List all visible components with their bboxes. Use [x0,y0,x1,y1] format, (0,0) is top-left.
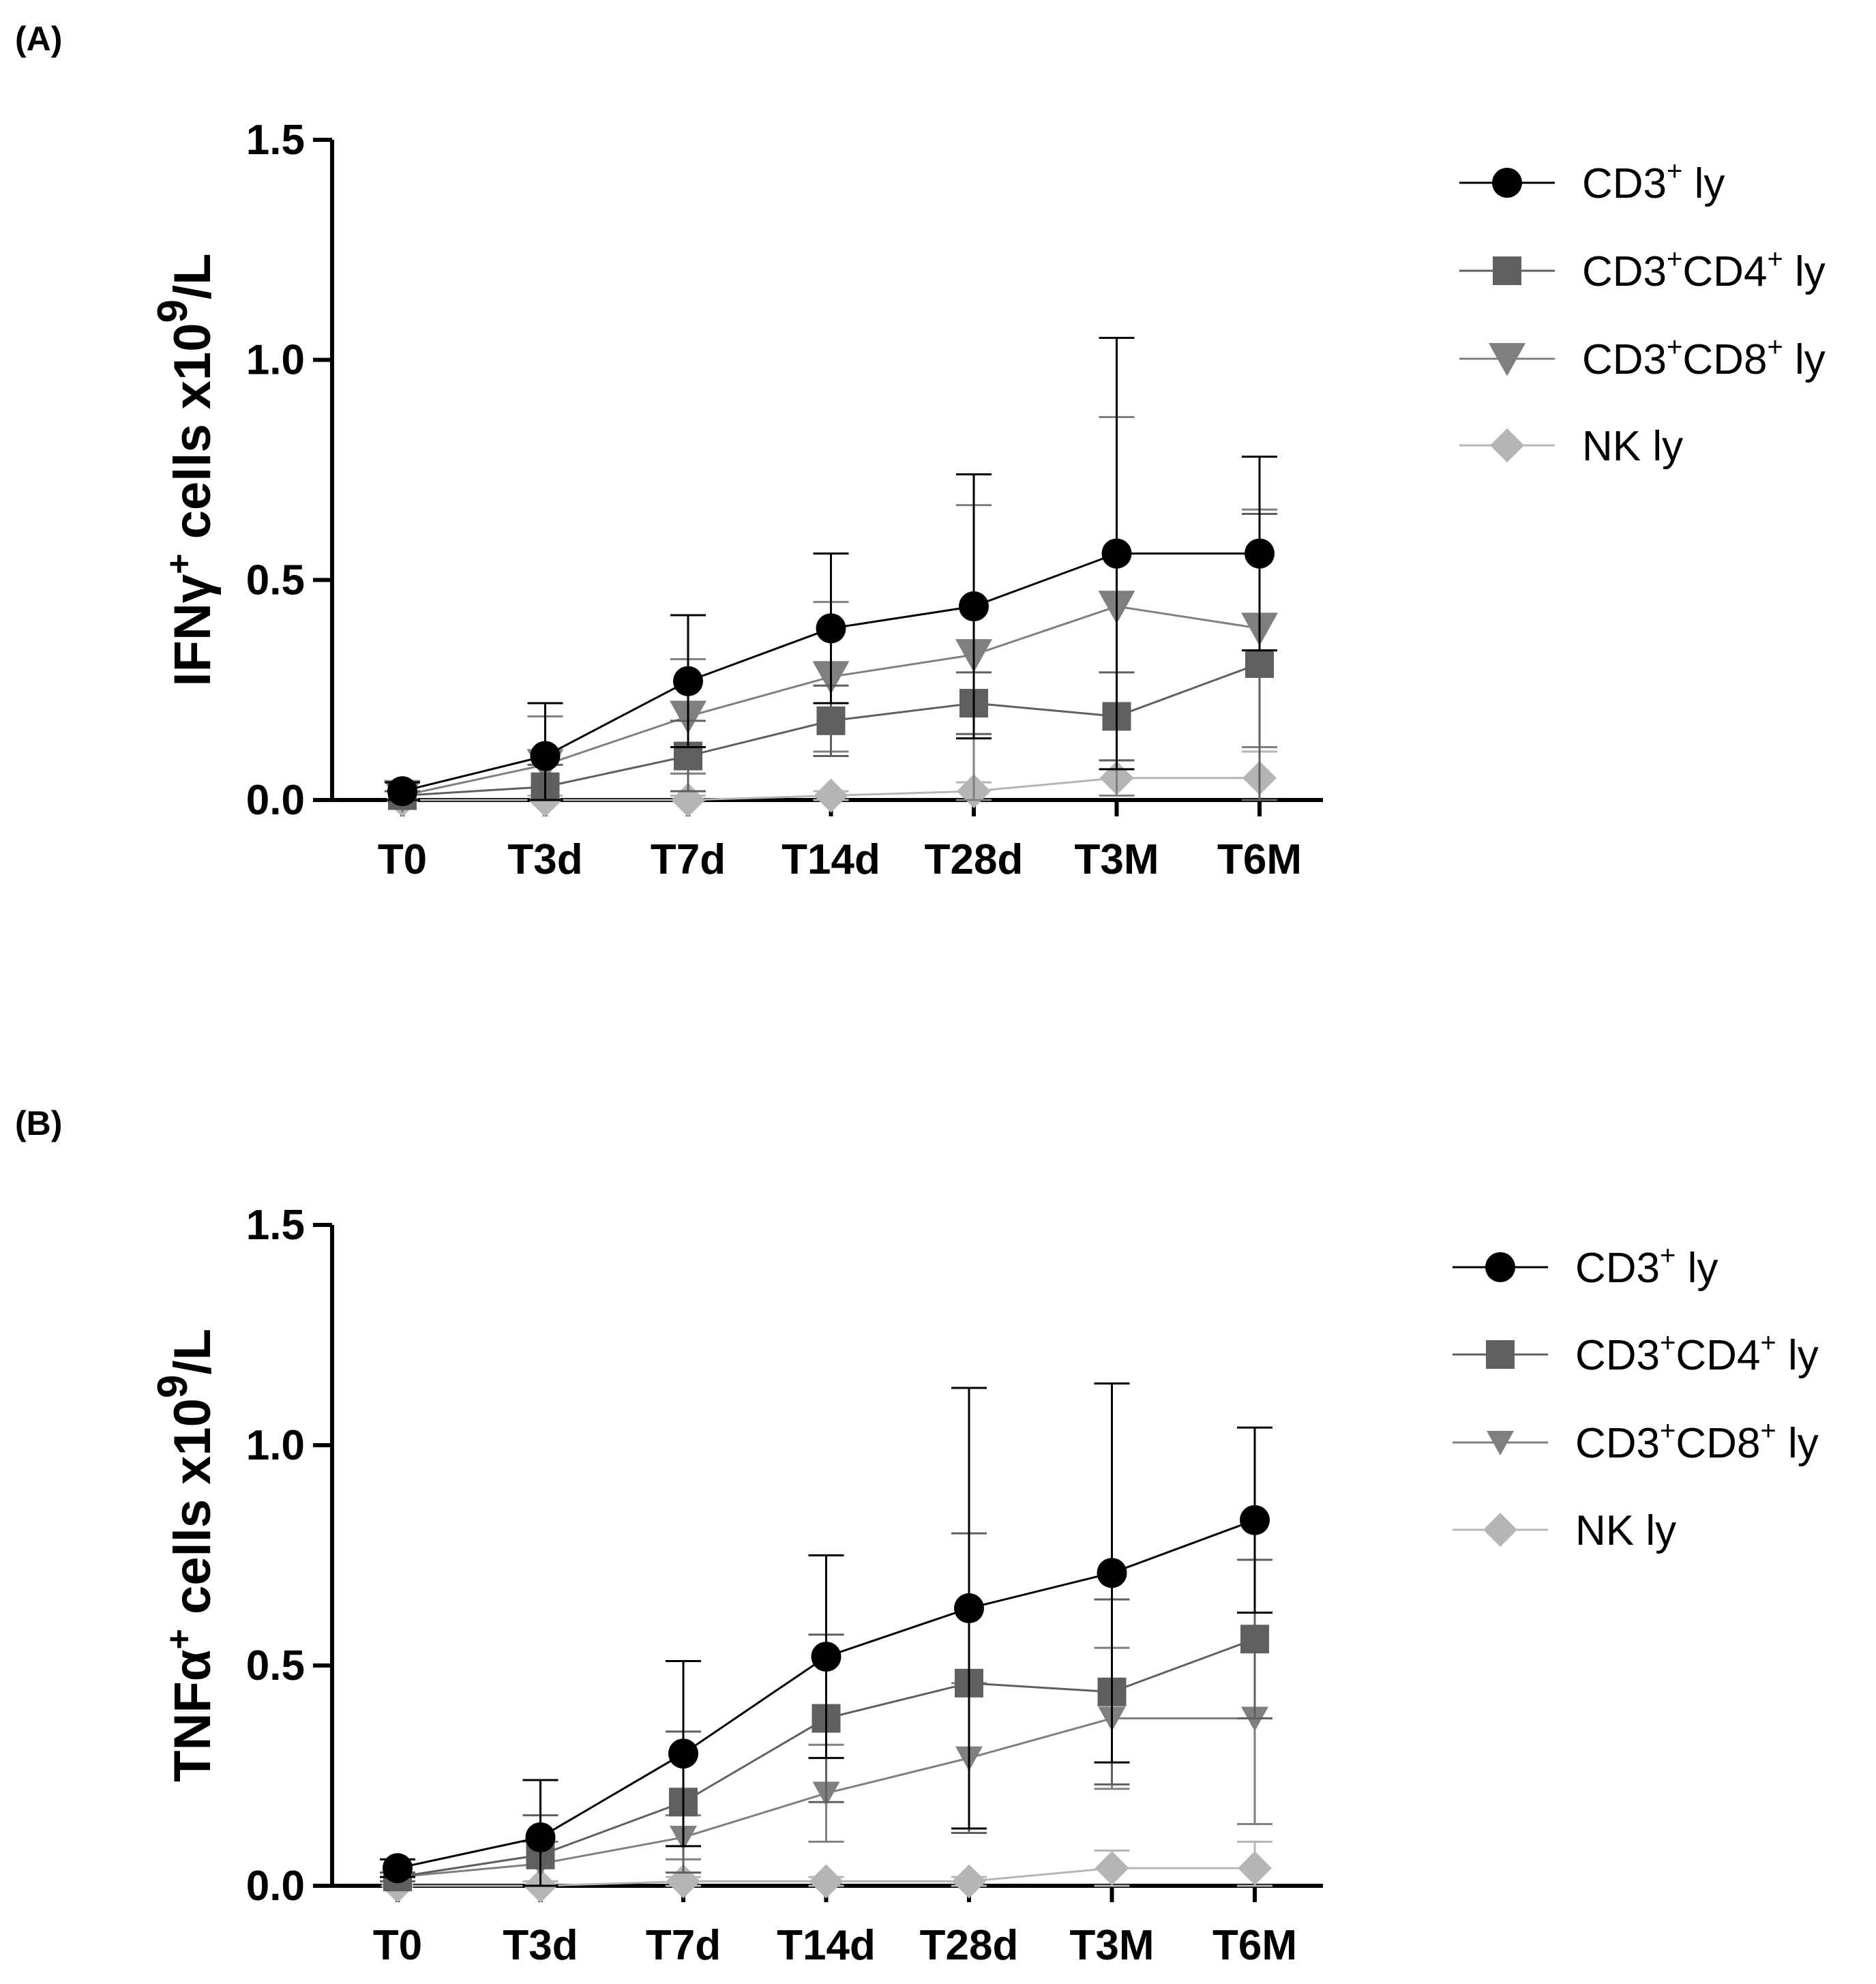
y-tick-label: 0.5 [246,1642,305,1689]
legend-label: CD3+CD8+ ly [1575,1416,1819,1467]
x-tick-label: T3M [1070,1922,1155,1969]
data-point [1095,1851,1129,1886]
series-circle [385,336,1277,807]
y-tick-label: 1.5 [246,117,305,164]
legend-marker [1483,1513,1517,1547]
x-tick-label: T0 [373,1922,422,1969]
data-point [673,666,703,696]
y-axis-label: IFNγ+ cells x109/L [149,253,222,686]
data-point [954,1593,984,1624]
x-tick-label: T0 [378,836,427,883]
y-tick-label: 0.0 [246,1863,305,1910]
x-tick-label: T14d [781,836,880,883]
y-axis-label: TNFα+ cells x109/L [149,1329,222,1782]
data-point [811,1642,842,1672]
data-point [530,741,561,771]
legend-entry: CD3+CD8+ ly [1459,332,1826,383]
legend-label: CD3+ ly [1582,156,1725,207]
chart-b: 0.0 0.5 1.0 1.5 T0 T3d T7d T14d T28d T3M T6M TNFα+ … [149,1202,1819,1969]
y-tick-label: 0.5 [246,557,305,604]
legend-marker [1486,1340,1515,1369]
data-point [959,591,989,622]
data-point [809,1864,844,1899]
legend-marker [1492,168,1522,198]
x-tick-label: T3d [507,836,582,883]
series-diamond [381,1840,1272,1903]
series-circle [380,1382,1272,1887]
legend-entry: CD3+CD4+ ly [1453,1328,1819,1379]
data-point [1240,1505,1270,1535]
x-tick-label: T28d [925,836,1024,883]
x-tick-label: T6M [1217,836,1302,883]
legend-label: NK ly [1575,1507,1676,1554]
data-point [383,1853,413,1884]
legend-label: CD3+CD8+ ly [1582,332,1826,383]
legend-marker [1490,428,1524,462]
data-point [1245,538,1275,569]
legend-entry: CD3+ ly [1459,156,1725,207]
data-point [1101,538,1132,569]
chart-a: 0.0 0.5 1.0 1.5 T0 T3d T7d T14d T28d T3M T6M IFNγ+ … [149,117,1826,883]
legend-entry: CD3+CD8+ ly [1453,1416,1819,1467]
legend-entry: CD3+ ly [1453,1241,1718,1292]
legend-label: NK ly [1582,423,1683,470]
x-tick-label: T28d [920,1922,1019,1969]
panel-label-a: (A) [15,20,63,58]
panel-label-b: (B) [15,1104,63,1142]
data-point [816,613,846,644]
legend-label: CD3+ ly [1575,1241,1718,1292]
data-point [816,706,846,735]
data-point [1238,1851,1272,1886]
data-point [952,1864,986,1899]
legend-marker [1489,343,1525,376]
legend-marker [1485,1252,1515,1282]
legend-entry: CD3+CD4+ ly [1459,244,1826,295]
data-point [814,778,848,813]
x-tick-label: T3M [1075,836,1159,883]
data-point [1240,1625,1269,1654]
legend-marker [1487,1431,1514,1455]
y-tick-label: 1.0 [246,337,305,384]
y-tick-label: 1.0 [246,1422,305,1469]
data-point [387,776,417,807]
data-point [1245,649,1274,678]
y-tick-label: 0.0 [246,777,305,824]
legend-label: CD3+CD4+ ly [1582,244,1826,295]
x-tick-label: T3d [503,1922,578,1969]
data-point [668,1738,698,1769]
x-tick-label: T14d [777,1922,876,1969]
legend-entry: NK ly [1453,1507,1676,1554]
x-tick-label: T7d [646,1922,721,1969]
x-tick-label: T6M [1212,1922,1297,1969]
legend-entry: NK ly [1459,423,1683,470]
legend-marker [1493,256,1521,285]
legend-label: CD3+CD4+ ly [1575,1328,1819,1379]
data-point [1097,1558,1127,1588]
x-tick-label: T7d [651,836,726,883]
y-tick-label: 1.5 [246,1202,305,1249]
data-point [525,1822,556,1852]
